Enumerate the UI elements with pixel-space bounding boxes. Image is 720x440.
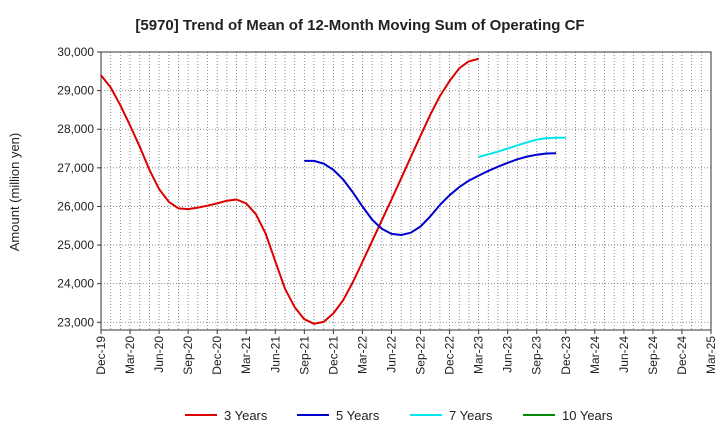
x-tick-label: Jun-24 [617,336,631,373]
x-tick-label: Dec-22 [443,336,457,375]
y-tick-label: 28,000 [57,122,94,136]
legend-label-10-years: 10 Years [562,408,613,423]
y-tick-label: 30,000 [57,45,94,59]
y-tick-label: 24,000 [57,277,94,291]
x-tick-label: Jun-23 [501,336,515,373]
series-line-3-years [100,57,479,325]
x-tick-label: Dec-23 [559,336,573,375]
x-tick-label: Sep-21 [297,336,311,375]
x-tick-label: Dec-21 [326,336,340,375]
x-tick-label: Sep-24 [646,336,660,375]
x-tick-label: Sep-23 [530,336,544,375]
x-tick-label: Mar-21 [239,336,253,374]
x-axis: Dec-19 Mar-20 Jun-20 Sep-20 Dec-20 Mar-21 Jun-… [94,330,718,375]
x-tick-label: Mar-20 [123,336,137,374]
series-line-7-years [478,136,566,158]
x-tick-label: Jun-21 [268,336,282,373]
x-tick-label: Mar-25 [704,336,718,374]
x-tick-label: Mar-22 [355,336,369,374]
x-tick-label: Dec-24 [675,336,689,375]
legend: 3 Years 5 Years 7 Years 10 Years [185,408,613,423]
legend-label-7-years: 7 Years [449,408,493,423]
x-tick-label: Dec-19 [94,336,108,375]
y-tick-label: 27,000 [57,161,94,175]
x-tick-label: Sep-22 [414,336,428,375]
y-axis-label: Amount (million yen) [7,133,22,252]
y-tick-label: 23,000 [57,315,94,329]
x-tick-label: Jun-22 [384,336,398,373]
legend-label-3-years: 3 Years [224,408,268,423]
series-lines [100,57,566,325]
x-tick-label: Mar-23 [472,336,486,374]
y-axis: 23,000 24,000 25,000 26,000 27,000 28,000 29,0… [57,45,101,329]
x-tick-label: Jun-20 [152,336,166,373]
x-tick-label: Dec-20 [210,336,224,375]
x-tick-label: Sep-20 [181,336,195,375]
y-tick-label: 25,000 [57,238,94,252]
legend-label-5-years: 5 Years [336,408,380,423]
plot-area [100,51,712,331]
series-line-5-years [304,152,557,236]
x-tick-label: Mar-24 [588,336,602,374]
y-tick-label: 26,000 [57,199,94,213]
y-tick-label: 29,000 [57,84,94,98]
chart-title: [5970] Trend of Mean of 12-Month Moving … [135,17,584,34]
grid [101,51,711,330]
